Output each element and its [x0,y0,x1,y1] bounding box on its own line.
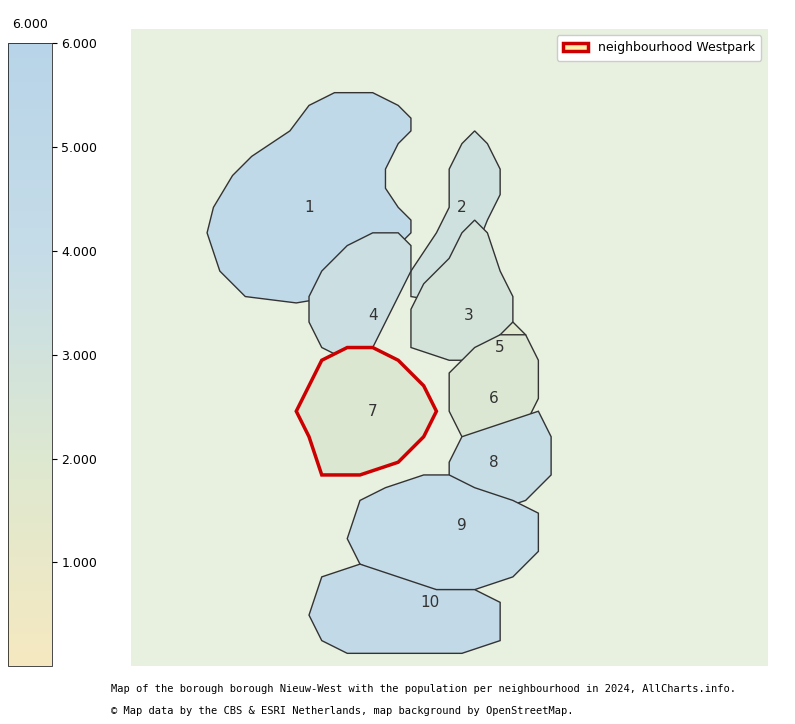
Polygon shape [309,233,411,361]
Polygon shape [487,322,525,373]
Text: 10: 10 [421,595,440,610]
Polygon shape [297,348,436,475]
Text: 7: 7 [368,404,378,418]
Text: 2: 2 [457,200,467,215]
Text: 8: 8 [489,455,498,470]
Text: 4: 4 [368,308,378,323]
Text: 5: 5 [495,340,505,355]
Text: © Map data by the CBS & ESRI Netherlands, map background by OpenStreetMap.: © Map data by the CBS & ESRI Netherlands… [111,706,574,716]
Text: 1: 1 [304,200,314,215]
Text: 6: 6 [489,391,498,406]
Text: 3: 3 [463,308,473,323]
Text: Map of the borough borough Nieuw-West with the population per neighbourhood in 2: Map of the borough borough Nieuw-West wi… [111,684,736,694]
Polygon shape [411,220,513,361]
Polygon shape [309,564,500,653]
Polygon shape [449,411,551,513]
Polygon shape [411,131,500,303]
Polygon shape [207,93,411,303]
Text: 9: 9 [457,518,467,534]
Legend: neighbourhood Westpark: neighbourhood Westpark [556,35,762,61]
Polygon shape [347,475,538,589]
Text: 6.000: 6.000 [12,18,48,31]
Polygon shape [449,334,538,437]
